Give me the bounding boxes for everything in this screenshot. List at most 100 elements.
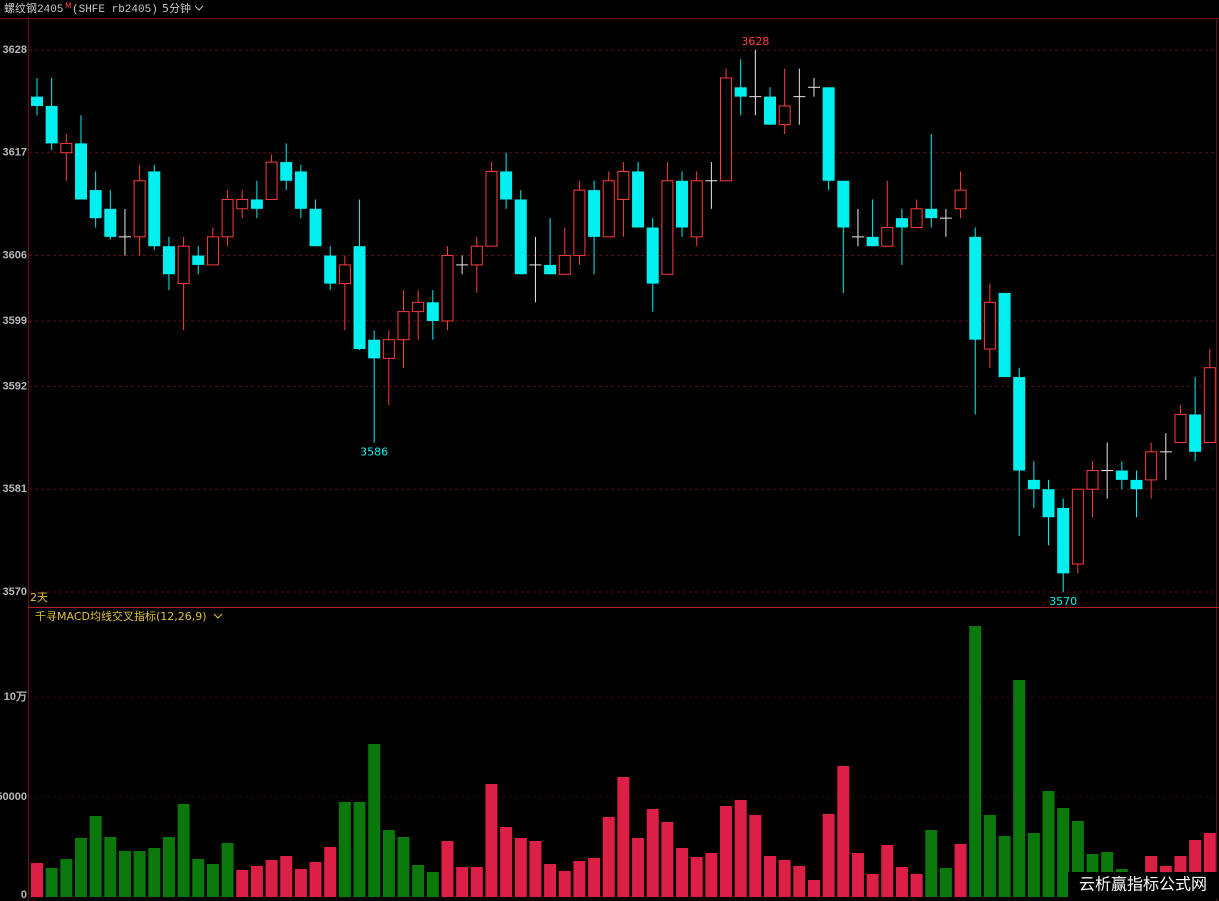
volume-bar: [456, 867, 469, 897]
body: [925, 208, 938, 219]
y-tick-label: 3606: [3, 249, 27, 261]
volume-bar: [749, 815, 762, 897]
body: [45, 105, 58, 144]
body: [588, 190, 601, 237]
volume-bar: [676, 848, 689, 897]
volume-bar: [133, 851, 146, 897]
volume-bar: [1057, 808, 1070, 897]
body: [1057, 507, 1070, 574]
high-label: 3628: [741, 35, 769, 48]
volume-bar: [192, 859, 205, 897]
volume-bar: [690, 857, 703, 897]
code: (SHFE rb2405): [72, 4, 158, 16]
body: [866, 236, 879, 247]
body: [500, 171, 513, 200]
body: [206, 236, 219, 266]
volume-bar: [646, 809, 659, 897]
watermark: 云析赢指标公式网: [1079, 875, 1207, 894]
body: [294, 171, 307, 209]
volume-bar: [265, 860, 278, 897]
body: [1042, 489, 1055, 518]
body: [441, 255, 454, 322]
volume-bar: [177, 804, 190, 897]
period-chevron[interactable]: [194, 5, 204, 11]
volume-bar: [998, 836, 1011, 897]
flag: M: [65, 2, 72, 11]
period[interactable]: 5分钟: [162, 1, 191, 15]
volume-bar: [544, 864, 557, 897]
body: [382, 339, 395, 359]
indicator-title[interactable]: 千寻MACD均线交叉指标(12,26,9): [35, 609, 207, 623]
body: [983, 301, 996, 350]
volume-bar: [764, 856, 776, 897]
body: [236, 198, 249, 210]
body: [676, 180, 689, 228]
body: [1130, 479, 1143, 490]
volume-bar: [221, 843, 234, 897]
y-tick-label: 3617: [3, 147, 27, 159]
volume-bar: [426, 872, 439, 897]
volume-bar: [324, 847, 337, 897]
body: [632, 171, 645, 228]
volume-bar: [822, 814, 835, 897]
body: [690, 180, 703, 238]
volume-bar: [910, 874, 923, 897]
volume-bar: [529, 841, 542, 897]
body: [1174, 413, 1187, 443]
volume-tick-label: 0: [21, 889, 27, 901]
volume-bar: [309, 862, 322, 897]
volume-bar: [925, 830, 938, 897]
volume-bar: [588, 858, 601, 897]
body: [89, 190, 102, 219]
volume-bar: [485, 784, 498, 897]
y-tick-label: 3581: [3, 483, 27, 495]
body: [1115, 470, 1128, 480]
volume-bar: [895, 867, 908, 897]
volume-bar: [500, 827, 513, 897]
body: [720, 77, 733, 182]
y-tick-label: 3628: [3, 44, 27, 56]
body: [1203, 367, 1216, 443]
body: [544, 264, 557, 275]
volume-bar: [939, 868, 952, 897]
y-tick-label: 3599: [3, 315, 27, 327]
body: [470, 245, 483, 266]
body: [837, 180, 850, 228]
volume-bar: [45, 868, 58, 897]
volume-tick-label: 10万: [4, 690, 27, 703]
body: [646, 227, 659, 284]
volume-bar: [280, 856, 293, 897]
body: [177, 245, 190, 285]
volume-bar: [793, 866, 806, 897]
volume-bar: [353, 802, 366, 897]
body: [1145, 451, 1158, 481]
volume-bar: [368, 744, 381, 897]
body: [1071, 488, 1084, 565]
volume-bar: [954, 844, 967, 897]
body: [338, 264, 351, 285]
body: [514, 199, 527, 275]
watermark-bg: [1068, 872, 1219, 899]
volume-bar: [236, 870, 249, 897]
body: [426, 302, 439, 321]
body: [822, 87, 835, 181]
volume-bar: [983, 815, 996, 897]
body: [573, 189, 586, 257]
body: [1086, 470, 1099, 490]
volume-bar: [661, 822, 674, 897]
body: [104, 208, 117, 237]
body: [485, 170, 498, 247]
indicator-chevron[interactable]: [213, 613, 223, 619]
symbol[interactable]: 螺纹钢2405: [4, 1, 63, 16]
volume-bar: [881, 845, 894, 897]
body: [60, 142, 73, 154]
volume-bar: [632, 838, 645, 897]
volume-bar: [31, 863, 43, 897]
body: [1027, 479, 1040, 490]
volume-bar: [807, 880, 820, 897]
volume-bar: [250, 866, 263, 897]
body: [148, 171, 161, 247]
